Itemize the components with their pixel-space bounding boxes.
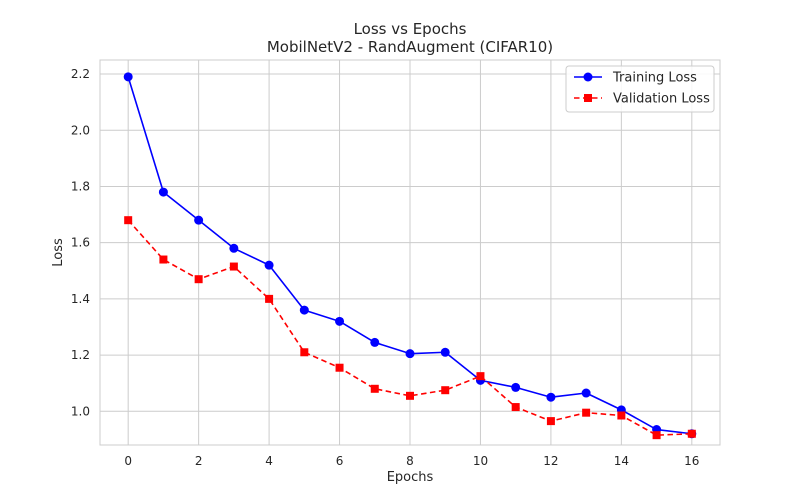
x-tick-label: 4 — [265, 454, 273, 468]
y-tick-label: 1.2 — [71, 348, 90, 362]
validation-loss-point — [511, 403, 520, 412]
validation-loss-point — [335, 363, 344, 372]
validation-loss-point — [229, 262, 238, 271]
training-loss-point — [335, 316, 345, 326]
training-loss-point — [123, 72, 133, 82]
legend: Training Loss Validation Loss — [565, 65, 715, 113]
validation-loss-point — [406, 391, 414, 400]
validation-loss-point — [582, 408, 591, 417]
validation-loss-point — [194, 275, 203, 284]
validation-loss-point — [124, 216, 133, 225]
validation-loss-point — [370, 384, 379, 393]
x-tick-label: 12 — [543, 454, 558, 468]
y-tick-label: 1.0 — [71, 404, 90, 418]
validation-loss-point — [546, 417, 555, 426]
x-axis-label: Epochs — [387, 470, 434, 485]
legend-label-validation: Validation Loss — [613, 92, 710, 107]
training-loss-point — [546, 392, 556, 402]
validation-loss-point — [652, 431, 661, 440]
y-tick-label: 2.2 — [71, 67, 90, 81]
tick-labels: 0 2 4 6 8 10 12 14 16 1.0 1.2 1.4 1.6 1.8 2.0 2.2 — [71, 67, 700, 468]
training-loss-point — [194, 215, 204, 225]
x-tick-label: 2 — [195, 454, 203, 468]
training-loss-point — [158, 187, 168, 197]
training-loss-point — [370, 337, 380, 347]
y-tick-label: 1.4 — [71, 292, 90, 306]
x-tick-label: 0 — [124, 454, 132, 468]
training-loss-point — [229, 243, 239, 253]
y-tick-label: 1.8 — [71, 179, 90, 193]
y-tick-label: 2.0 — [71, 123, 90, 137]
training-loss-point — [264, 260, 274, 270]
chart-subtitle: MobilNetV2 - RandAugment (CIFAR10) — [267, 38, 553, 56]
x-tick-label: 8 — [406, 454, 414, 468]
legend-box — [565, 65, 715, 113]
legend-marker-training — [583, 72, 593, 82]
y-axis-label: Loss — [51, 238, 66, 267]
validation-loss-point — [441, 386, 450, 395]
legend-marker-validation — [584, 94, 592, 102]
validation-loss-point — [159, 255, 168, 264]
x-tick-label: 10 — [473, 454, 488, 468]
x-tick-label: 6 — [336, 454, 344, 468]
y-tick-label: 1.6 — [71, 236, 90, 250]
training-loss-point — [511, 382, 521, 392]
training-loss-point — [581, 388, 591, 398]
training-loss-point — [299, 305, 309, 315]
validation-loss-point — [617, 411, 626, 420]
validation-loss-point — [687, 429, 696, 438]
training-loss-point — [440, 347, 450, 357]
validation-loss-line — [127, 219, 692, 436]
validation-loss-point — [300, 348, 309, 357]
training-loss-point — [405, 349, 415, 359]
legend-label-training: Training Loss — [612, 71, 697, 86]
x-tick-label: 16 — [684, 454, 699, 468]
series-group — [123, 72, 697, 440]
chart-title: Loss vs Epochs — [354, 20, 467, 38]
validation-loss-point — [265, 294, 274, 303]
x-tick-label: 14 — [614, 454, 629, 468]
validation-loss-point — [476, 372, 485, 381]
